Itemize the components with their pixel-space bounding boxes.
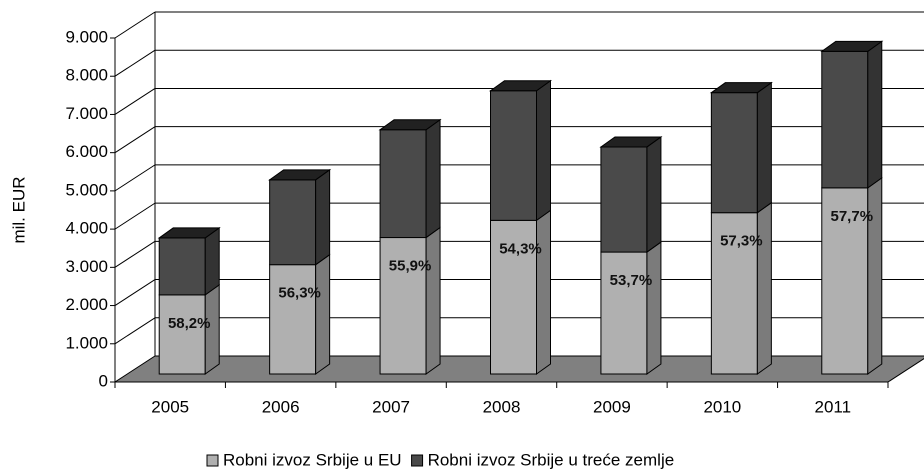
grid-line bbox=[114, 317, 156, 345]
legend: Robni izvoz Srbije u EU Robni izvoz Srbij… bbox=[206, 450, 675, 469]
bar bbox=[158, 237, 206, 296]
shade bbox=[867, 41, 882, 188]
grid-line bbox=[114, 279, 156, 306]
shade bbox=[646, 242, 661, 374]
x-tick-label: 2006 bbox=[262, 397, 300, 416]
shade bbox=[315, 169, 330, 265]
shade bbox=[757, 202, 772, 374]
bar bbox=[600, 146, 648, 253]
legend-swatch bbox=[206, 454, 219, 467]
grid-line bbox=[114, 240, 156, 268]
bar bbox=[821, 187, 869, 375]
data-label: 57,3% bbox=[720, 233, 763, 250]
y-tick-label: 0 bbox=[99, 371, 108, 390]
shade bbox=[600, 136, 661, 147]
x-tick-label: 2008 bbox=[483, 397, 521, 416]
shade bbox=[269, 169, 330, 180]
shade bbox=[711, 82, 772, 93]
x-tick-label: 2010 bbox=[703, 397, 741, 416]
grid-line bbox=[114, 49, 156, 77]
legend-label: Robni izvoz Srbije u treće zemlje bbox=[428, 450, 675, 469]
y-tick-label: 8.000 bbox=[65, 66, 108, 85]
shade bbox=[536, 210, 551, 374]
bar bbox=[600, 251, 648, 375]
y-tick-label: 2.000 bbox=[65, 295, 108, 314]
data-label: 54,3% bbox=[499, 240, 542, 257]
bar bbox=[269, 179, 317, 266]
bar bbox=[710, 92, 758, 214]
x-tick-label: 2011 bbox=[815, 397, 852, 416]
grid-line bbox=[114, 202, 156, 230]
grid-line bbox=[114, 11, 156, 39]
y-tick-label: 1.000 bbox=[65, 333, 108, 352]
shade bbox=[426, 119, 441, 238]
shade bbox=[380, 119, 441, 130]
shade bbox=[159, 227, 220, 238]
data-label: 58,2% bbox=[168, 315, 211, 332]
y-tick-label: 4.000 bbox=[65, 219, 108, 238]
y-tick-label: 7.000 bbox=[65, 104, 108, 123]
bar bbox=[821, 50, 869, 189]
bar bbox=[379, 129, 427, 239]
shade bbox=[867, 177, 882, 374]
data-label: 56,3% bbox=[278, 285, 321, 302]
grid-line bbox=[114, 126, 156, 154]
y-tick-label: 5.000 bbox=[65, 180, 108, 199]
legend-swatch bbox=[411, 454, 424, 467]
grid-line bbox=[114, 88, 156, 115]
shade bbox=[205, 227, 220, 295]
shade bbox=[646, 136, 661, 253]
y-tick-label: 9.000 bbox=[65, 27, 108, 46]
bar bbox=[269, 264, 317, 375]
shade bbox=[315, 254, 330, 374]
shade bbox=[426, 227, 441, 374]
y-tick-label: 6.000 bbox=[65, 142, 108, 161]
bar bbox=[158, 294, 206, 375]
legend-label: Robni izvoz Srbije u EU bbox=[223, 450, 402, 469]
data-label: 53,7% bbox=[610, 272, 653, 289]
shade bbox=[205, 284, 220, 374]
shade bbox=[821, 41, 882, 52]
grid-line bbox=[114, 164, 156, 192]
x-tick-label: 2007 bbox=[372, 397, 410, 416]
data-label: 57,7% bbox=[831, 208, 874, 225]
bar bbox=[490, 90, 537, 221]
data-label: 55,9% bbox=[389, 258, 432, 275]
shade bbox=[490, 80, 551, 91]
y-tick-label: 3.000 bbox=[65, 257, 108, 276]
shade bbox=[757, 82, 772, 213]
shade bbox=[536, 80, 551, 221]
y-axis-label: mil. EUR bbox=[9, 176, 28, 243]
x-tick-label: 2005 bbox=[151, 397, 189, 416]
x-tick-label: 2009 bbox=[593, 397, 631, 416]
